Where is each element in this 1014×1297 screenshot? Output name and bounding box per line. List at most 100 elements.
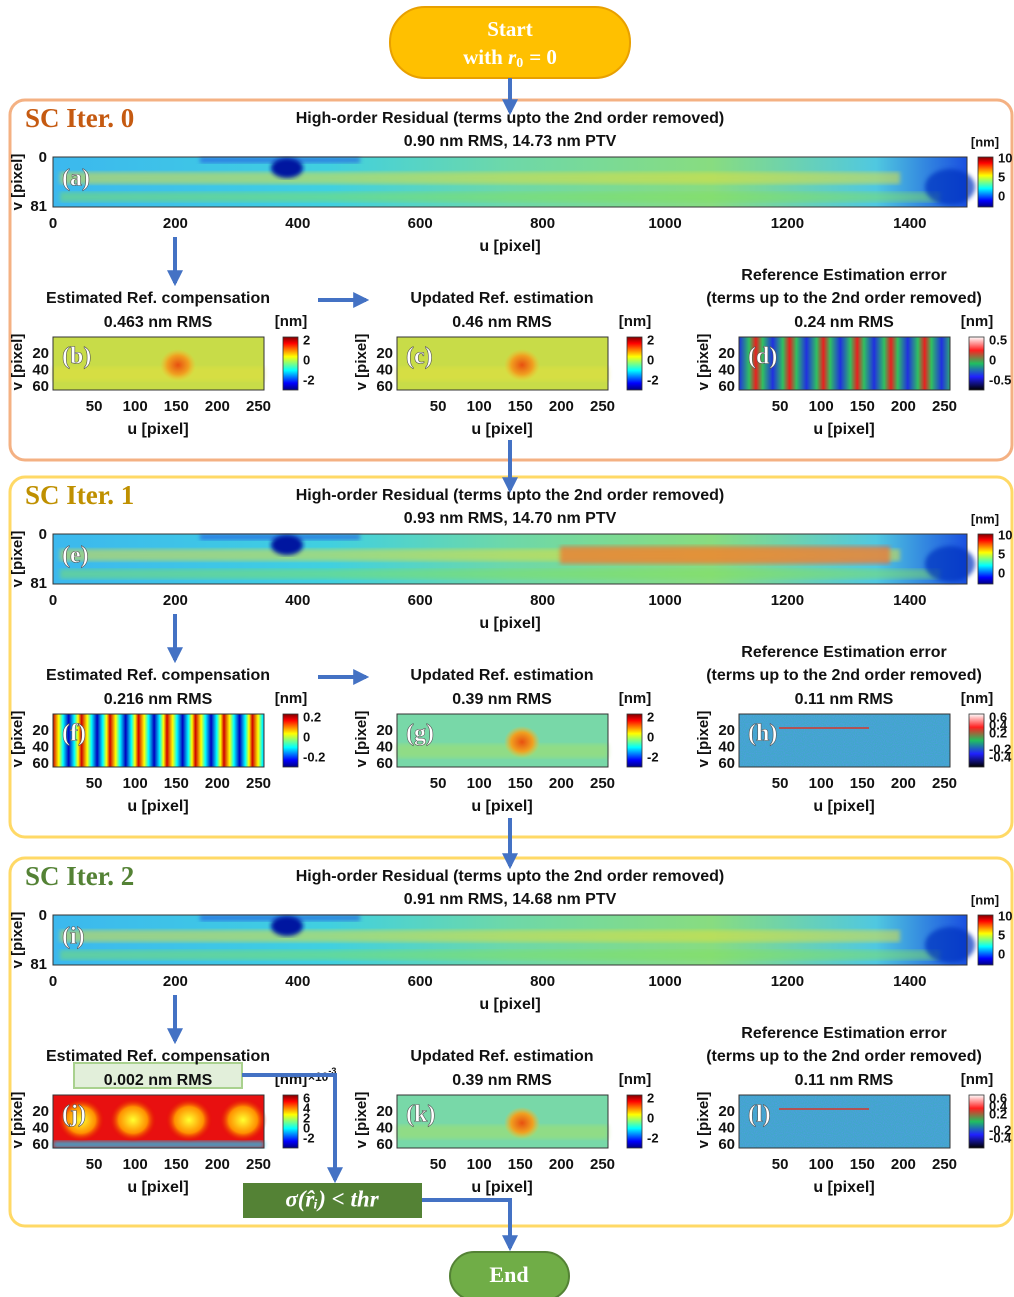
y-tick-label: 40	[376, 361, 393, 378]
colorbar-tick: -0.2	[989, 742, 1011, 757]
x-tick-label: 1000	[648, 973, 681, 990]
y-tick-label: 81	[30, 198, 47, 215]
colorbar-tick: -2	[303, 1131, 315, 1146]
map-frame	[738, 336, 951, 391]
colorbar	[977, 914, 994, 966]
colorbar	[282, 1094, 299, 1149]
panel-label: (c)	[406, 344, 433, 370]
map-spot	[504, 1107, 540, 1139]
start-var: r	[508, 45, 517, 69]
x-tick-label: 50	[86, 775, 103, 792]
colorbar-tick: 0	[989, 353, 996, 368]
x-axis-label: u [pixel]	[471, 1179, 532, 1196]
x-tick-label: 600	[408, 592, 433, 609]
colorbar-unit: [nm]	[275, 313, 308, 330]
colorbar-unit: [nm]	[961, 690, 994, 707]
multiplier-exp: -3	[328, 1066, 336, 1076]
x-tick-label: 800	[530, 592, 555, 609]
x-axis-label: u [pixel]	[479, 615, 540, 632]
start-condition: with r0 = 0	[463, 45, 557, 71]
colorbar-unit: [nm]	[619, 1071, 652, 1088]
panel-rms: 0.46 nm RMS	[452, 314, 552, 331]
x-axis-label: u [pixel]	[471, 421, 532, 438]
x-axis-label: u [pixel]	[813, 1179, 874, 1196]
map-band	[53, 367, 264, 381]
panel-map	[397, 714, 608, 767]
x-tick-label: 50	[430, 398, 447, 415]
y-axis-label: v [pixel]	[695, 1092, 712, 1149]
x-tick-label: 150	[164, 775, 189, 792]
y-tick-label: 40	[718, 1119, 735, 1136]
x-tick-label: 1200	[771, 973, 804, 990]
panel-label: (f)	[62, 721, 86, 747]
colorbar-tick: 2	[303, 332, 310, 347]
x-tick-label: 800	[530, 973, 555, 990]
x-tick-label: 250	[590, 775, 615, 792]
y-tick-label: 20	[376, 722, 393, 739]
x-tick-label: 250	[932, 398, 957, 415]
x-tick-label: 1200	[771, 592, 804, 609]
x-tick-label: 50	[430, 1156, 447, 1173]
x-tick-label: 1400	[893, 215, 926, 232]
map-band	[60, 569, 940, 579]
y-tick-label: 40	[32, 361, 49, 378]
map-spot	[219, 1098, 267, 1142]
highlight-box	[73, 1062, 243, 1089]
y-tick-label: 20	[32, 722, 49, 739]
panel-map	[53, 337, 264, 390]
x-tick-label: 250	[932, 775, 957, 792]
y-tick-label: 60	[376, 1136, 393, 1153]
x-tick-label: 1000	[648, 592, 681, 609]
end-label: End	[489, 1262, 528, 1287]
panel-label: (b)	[62, 344, 91, 370]
map-band	[60, 930, 900, 942]
map-frame	[52, 713, 265, 768]
map-spot	[160, 349, 196, 381]
x-tick-label: 400	[285, 592, 310, 609]
y-axis-label: v [pixel]	[9, 531, 26, 588]
map-band	[60, 172, 900, 184]
map-noise	[739, 1095, 950, 1148]
map-band	[60, 192, 940, 202]
colorbar	[626, 1094, 643, 1149]
map-band	[60, 950, 940, 960]
y-tick-label: 40	[718, 738, 735, 755]
map-band	[397, 1125, 608, 1139]
x-tick-label: 200	[205, 398, 230, 415]
x-tick-label: 1200	[771, 215, 804, 232]
colorbar	[626, 713, 643, 768]
residual-subtitle: 0.93 nm RMS, 14.70 nm PTV	[404, 510, 617, 527]
panel-title: Reference Estimation error	[741, 267, 946, 284]
x-tick-label: 200	[205, 775, 230, 792]
panel-rms: 0.463 nm RMS	[104, 314, 213, 331]
x-axis-label: u [pixel]	[127, 1179, 188, 1196]
x-tick-label: 250	[246, 775, 271, 792]
map-noise	[739, 714, 950, 767]
colorbar-unit: [nm]	[619, 690, 652, 707]
colorbar-tick: 0	[303, 353, 310, 368]
colorbar-tick: -0.4	[989, 750, 1012, 765]
panel-rms: 0.216 nm RMS	[104, 691, 213, 708]
map-frame	[52, 1094, 265, 1149]
colorbar-tick: -2	[303, 373, 315, 388]
panel-label: (l)	[748, 1102, 771, 1128]
y-tick-label: 20	[32, 345, 49, 362]
colorbar	[977, 156, 994, 208]
x-tick-label: 150	[850, 1156, 875, 1173]
panel-title: Estimated Ref. compensation	[46, 667, 270, 684]
panel-rms: 0.11 nm RMS	[795, 1072, 894, 1089]
colorbar-tick: -2	[647, 750, 659, 765]
start-sub: 0	[516, 56, 523, 71]
x-tick-label: 100	[809, 775, 834, 792]
x-tick-label: 150	[508, 775, 533, 792]
y-tick-label: 20	[718, 722, 735, 739]
colorbar-tick: 2	[647, 1090, 654, 1105]
panel-title: Updated Ref. estimation	[410, 1048, 593, 1065]
y-tick-label: 60	[32, 1136, 49, 1153]
colorbar-tick: 2	[647, 709, 654, 724]
panel-label: (h)	[748, 721, 777, 747]
x-tick-label: 400	[285, 215, 310, 232]
x-tick-label: 100	[123, 398, 148, 415]
x-axis-label: u [pixel]	[479, 996, 540, 1013]
